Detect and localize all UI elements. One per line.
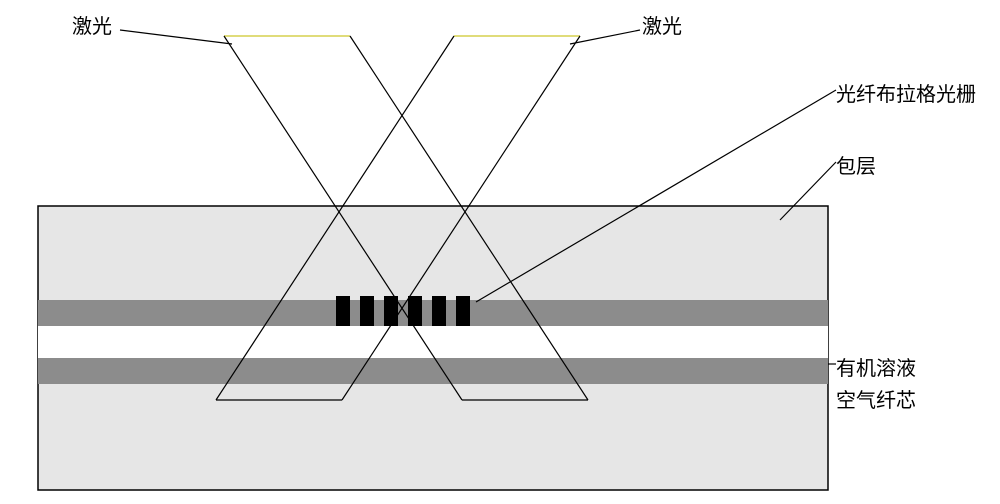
leader-laser-left: [120, 30, 232, 44]
label-air-core: 空气纤芯: [836, 384, 916, 413]
grating-bar: [432, 296, 446, 326]
label-laser-right: 激光: [642, 10, 682, 39]
grating-bar: [384, 296, 398, 326]
grating-bar: [360, 296, 374, 326]
label-laser-left: 激光: [72, 10, 112, 39]
label-fbg: 光纤布拉格光栅: [836, 78, 976, 107]
grating-bar: [336, 296, 350, 326]
optical-fiber-diagram: [0, 0, 1000, 504]
grating-bar: [456, 296, 470, 326]
air-core-layer: [38, 326, 828, 358]
label-organic: 有机溶液: [836, 352, 916, 381]
label-cladding: 包层: [836, 150, 876, 179]
leader-laser-right: [570, 30, 640, 44]
organic-solution-bottom: [38, 358, 828, 384]
grating-bar: [408, 296, 422, 326]
